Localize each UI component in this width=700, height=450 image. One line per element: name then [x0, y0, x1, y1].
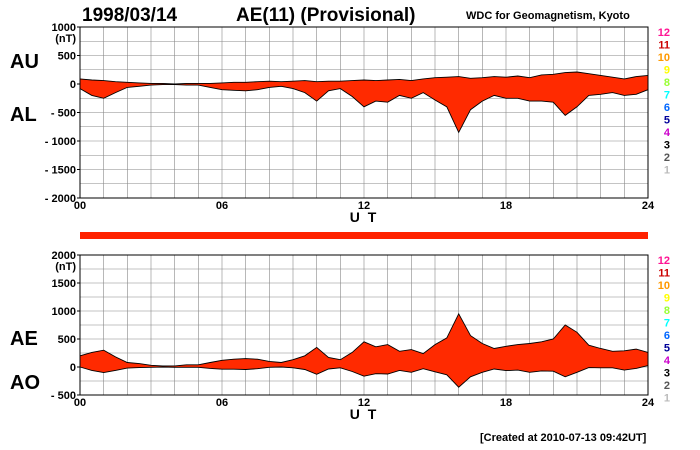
lower-series-ae-line	[79, 312, 649, 367]
upper-x-tick-label: 00	[74, 200, 86, 212]
lower-station-count-label: 6	[664, 330, 670, 342]
upper-station-count-label: 7	[664, 90, 670, 102]
created-timestamp: [Created at 2010-07-13 09:42UT]	[480, 432, 647, 444]
upper-station-count-label: 2	[664, 152, 670, 164]
upper-station-count-label: 5	[664, 115, 670, 127]
upper-y-tick-label: - 1000	[45, 136, 76, 148]
lower-y-tick-label: - 500	[51, 390, 76, 402]
lower-y-unit-label: (nT)	[55, 261, 76, 273]
lower-plot-frame	[79, 254, 649, 396]
upper-station-count-label: 12	[658, 27, 670, 39]
upper-label-au: AU	[10, 51, 39, 73]
panel-divider-bar	[80, 232, 648, 239]
upper-series-au-line	[79, 71, 649, 85]
upper-station-count-label: 11	[658, 40, 670, 52]
lower-y-tick-label: 2000	[52, 250, 76, 262]
upper-y-tick-label: 0	[70, 79, 76, 91]
upper-station-count-label: 6	[664, 102, 670, 114]
upper-station-count-label: 4	[664, 127, 671, 139]
lower-y-tick-label: 0	[70, 362, 76, 374]
lower-station-count-label: 1	[664, 393, 670, 405]
lower-x-tick-label: 06	[216, 397, 228, 409]
upper-filled-area	[80, 72, 648, 133]
lower-label-ao: AO	[10, 372, 40, 394]
lower-station-count-label: 10	[658, 280, 670, 292]
upper-x-axis-title: U T	[350, 209, 379, 225]
lower-station-count-label: 4	[664, 355, 671, 367]
upper-x-tick-label: 12	[358, 200, 370, 212]
lower-y-tick-label: 1500	[52, 278, 76, 290]
lower-x-tick-label: 24	[642, 397, 655, 409]
lower-station-count-label: 12	[658, 255, 670, 267]
lower-station-count-label: 5	[664, 343, 670, 355]
upper-station-count-label: 1	[664, 165, 670, 177]
lower-station-count-label: 7	[664, 318, 670, 330]
lower-label-ae: AE	[10, 328, 38, 350]
data-source: WDC for Geomagnetism, Kyoto	[466, 10, 630, 22]
upper-station-count-label: 9	[664, 65, 670, 77]
lower-series-ao-line	[79, 365, 649, 388]
upper-station-count-label: 3	[664, 140, 670, 152]
upper-x-tick-label: 06	[216, 200, 228, 212]
lower-station-count-label: 2	[664, 380, 670, 392]
lower-station-count-label: 8	[664, 305, 670, 317]
upper-y-tick-label: - 2000	[45, 193, 76, 205]
upper-label-al: AL	[10, 104, 37, 126]
upper-y-tick-label: - 1500	[45, 165, 76, 177]
lower-station-count-label: 9	[664, 293, 670, 305]
upper-x-tick-label: 24	[642, 200, 655, 212]
lower-x-tick-label: 18	[500, 397, 512, 409]
upper-series-al-line	[79, 84, 649, 134]
upper-y-tick-label: - 500	[51, 108, 76, 120]
lower-y-tick-label: 1000	[52, 306, 76, 318]
upper-x-tick-label: 18	[500, 200, 512, 212]
lower-station-count-label: 3	[664, 368, 670, 380]
upper-station-count-label: 10	[658, 52, 670, 64]
upper-y-unit-label: (nT)	[55, 33, 76, 45]
chart-title: AE(11) (Provisional)	[236, 5, 416, 26]
lower-station-count-label: 11	[658, 268, 670, 280]
chart-date: 1998/03/14	[82, 5, 178, 26]
upper-station-count-label: 8	[664, 77, 670, 89]
lower-x-tick-label: 00	[74, 397, 86, 409]
upper-y-tick-label: 500	[58, 51, 76, 63]
lower-x-tick-label: 12	[358, 397, 370, 409]
lower-x-axis-title: U T	[350, 406, 379, 422]
lower-y-tick-label: 500	[58, 334, 76, 346]
upper-y-tick-label: 1000	[52, 22, 76, 34]
